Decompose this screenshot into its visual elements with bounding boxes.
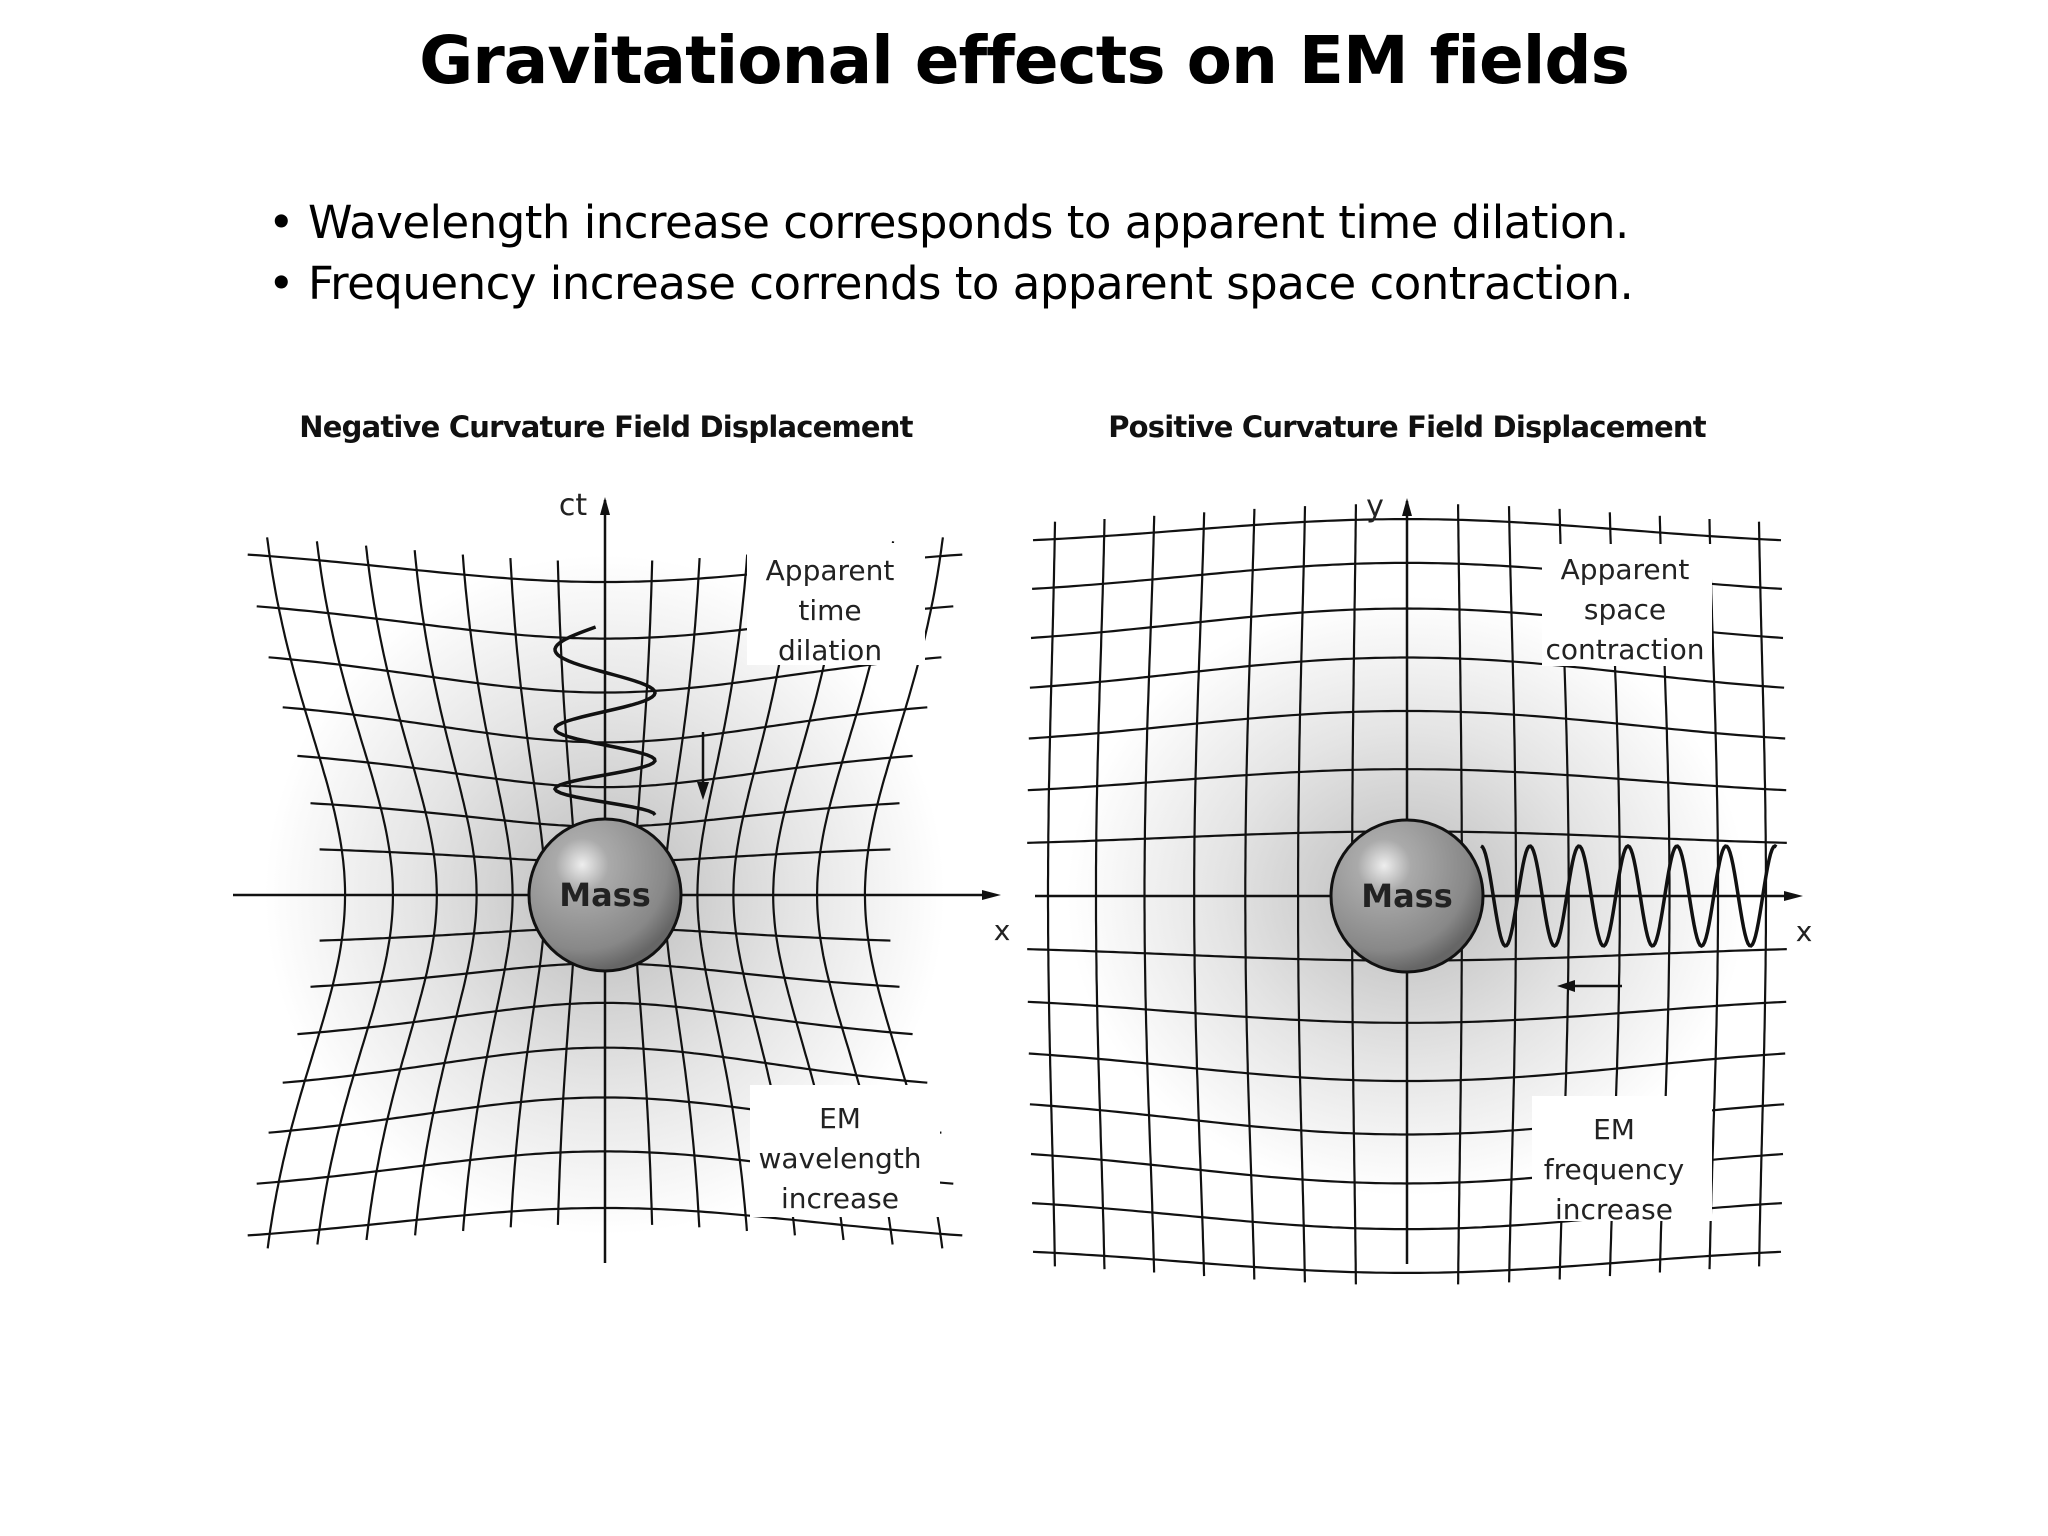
note-text: time [798, 594, 861, 627]
note-text: EM [1593, 1113, 1635, 1146]
grid-line [1244, 508, 1256, 1280]
arrowhead-icon [600, 497, 610, 515]
note-text: EM [819, 1102, 861, 1135]
vertical-axis-label: y [1366, 489, 1384, 524]
note-box [747, 543, 925, 665]
note-text: Apparent [1561, 553, 1690, 586]
grid-line [461, 554, 514, 1232]
horizontal-axis-label: x [1796, 915, 1813, 948]
grid-line [1297, 506, 1307, 1283]
note-box [750, 1085, 940, 1217]
note-text: frequency [1544, 1153, 1684, 1186]
positive-curvature-diagram: Apparent space contraction EM frequency incre… [1027, 489, 1813, 1285]
bullet-list: • Wavelength increase corresponds to appa… [262, 196, 1634, 318]
grid-line [1708, 518, 1720, 1270]
arrowhead-icon [982, 890, 1001, 900]
mass-label: Mass [559, 876, 651, 914]
grid-line [1193, 512, 1206, 1277]
em-wave [1480, 843, 1778, 949]
grid-line [266, 537, 347, 1249]
vertical-axis-label: ct [559, 488, 587, 523]
down-arrow-head [697, 782, 709, 800]
bullet-text: Frequency increase corrends to apparent … [308, 257, 1634, 310]
right-panel-heading: Positive Curvature Field Displacement [1108, 410, 1706, 444]
grid-line [413, 550, 478, 1236]
left-panel-heading: Negative Curvature Field Displacement [299, 410, 913, 444]
note-text: Apparent [766, 554, 895, 587]
bullet-item: • Wavelength increase corresponds to appa… [262, 196, 1633, 257]
arrowhead-icon [1784, 891, 1803, 901]
bullet-text: Wavelength increase corresponds to appar… [308, 196, 1629, 249]
arrowhead-icon [1402, 498, 1412, 516]
bullet-item: • Frequency increase corrends to apparent… [262, 257, 1634, 318]
mass-sphere [1329, 818, 1485, 974]
mass-label: Mass [1361, 877, 1453, 915]
grid-line [696, 554, 749, 1232]
bullet-dot: • [268, 196, 295, 249]
slide-title: Gravitational effects on EM fields [419, 22, 1630, 99]
grid-line [1046, 521, 1057, 1267]
left-arrow-head [1557, 980, 1575, 992]
note-text: contraction [1546, 633, 1705, 666]
horizontal-axis-label: x [994, 914, 1011, 947]
bullet-dot: • [268, 257, 295, 310]
note-text: wavelength [758, 1142, 921, 1175]
note-text: increase [781, 1182, 899, 1215]
mass-sphere [527, 817, 683, 973]
grid-line [1757, 521, 1768, 1267]
grid-line [1032, 1250, 1782, 1275]
note-box [1542, 544, 1712, 666]
grid-line [315, 541, 394, 1245]
grid-line [364, 545, 438, 1241]
grid-line [1094, 518, 1106, 1270]
negative-curvature-diagram: Apparent time dilation EM wavelength increase… [233, 488, 1011, 1263]
em-wave [552, 625, 657, 817]
note-box [1532, 1096, 1712, 1221]
note-text: space [1584, 593, 1666, 626]
grid-line [1143, 515, 1156, 1273]
grid-line [1507, 506, 1517, 1283]
note-text: dilation [778, 634, 882, 667]
note-text: increase [1555, 1193, 1673, 1226]
